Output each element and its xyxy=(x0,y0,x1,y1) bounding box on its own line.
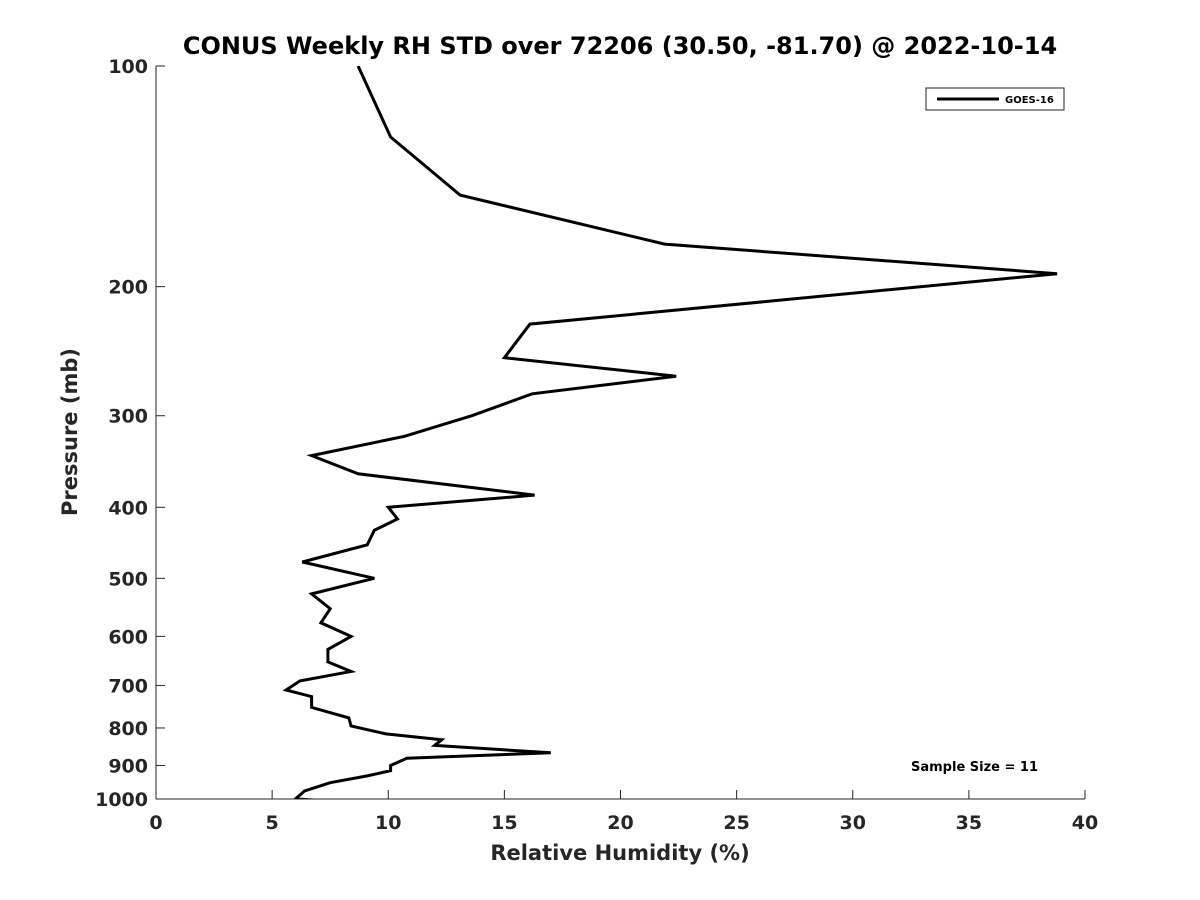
y-axis-ticks: 100 200 300 400 500 600 700 800 900 1000 xyxy=(95,56,165,811)
x-tick-label: 25 xyxy=(723,812,749,834)
y-axis-label: Pressure (mb) xyxy=(58,348,82,516)
x-tick-label: 40 xyxy=(1072,812,1098,834)
x-tick-label: 20 xyxy=(607,812,633,834)
y-tick-label: 200 xyxy=(108,277,148,299)
chart-title: CONUS Weekly RH STD over 72206 (30.50, -… xyxy=(183,32,1057,60)
x-tick-label: 10 xyxy=(375,812,401,834)
x-tick-label: 35 xyxy=(956,812,982,834)
x-tick-label: 30 xyxy=(840,812,866,834)
legend-entry-goes-16: GOES-16 xyxy=(1005,95,1054,106)
y-tick-label: 300 xyxy=(108,406,148,428)
series-line-goes-16 xyxy=(282,66,1058,799)
plot-area xyxy=(155,66,1085,800)
y-tick-label: 1000 xyxy=(95,789,148,811)
sample-size-annotation: Sample Size = 11 xyxy=(911,760,1038,775)
y-tick-label: 500 xyxy=(108,568,148,590)
x-tick-label: 0 xyxy=(149,812,162,834)
y-tick-label: 700 xyxy=(108,675,148,697)
x-axis-ticks: 0 5 10 15 20 25 30 35 40 xyxy=(149,790,1098,834)
x-tick-label: 15 xyxy=(491,812,517,834)
x-tick-label: 5 xyxy=(266,812,279,834)
y-tick-label: 900 xyxy=(108,755,148,777)
legend: GOES-16 xyxy=(925,87,1065,111)
x-axis-label: Relative Humidity (%) xyxy=(490,841,749,865)
y-tick-label: 600 xyxy=(108,626,148,648)
y-tick-label: 400 xyxy=(108,497,148,519)
y-tick-label: 100 xyxy=(108,56,148,78)
y-tick-label: 800 xyxy=(108,718,148,740)
